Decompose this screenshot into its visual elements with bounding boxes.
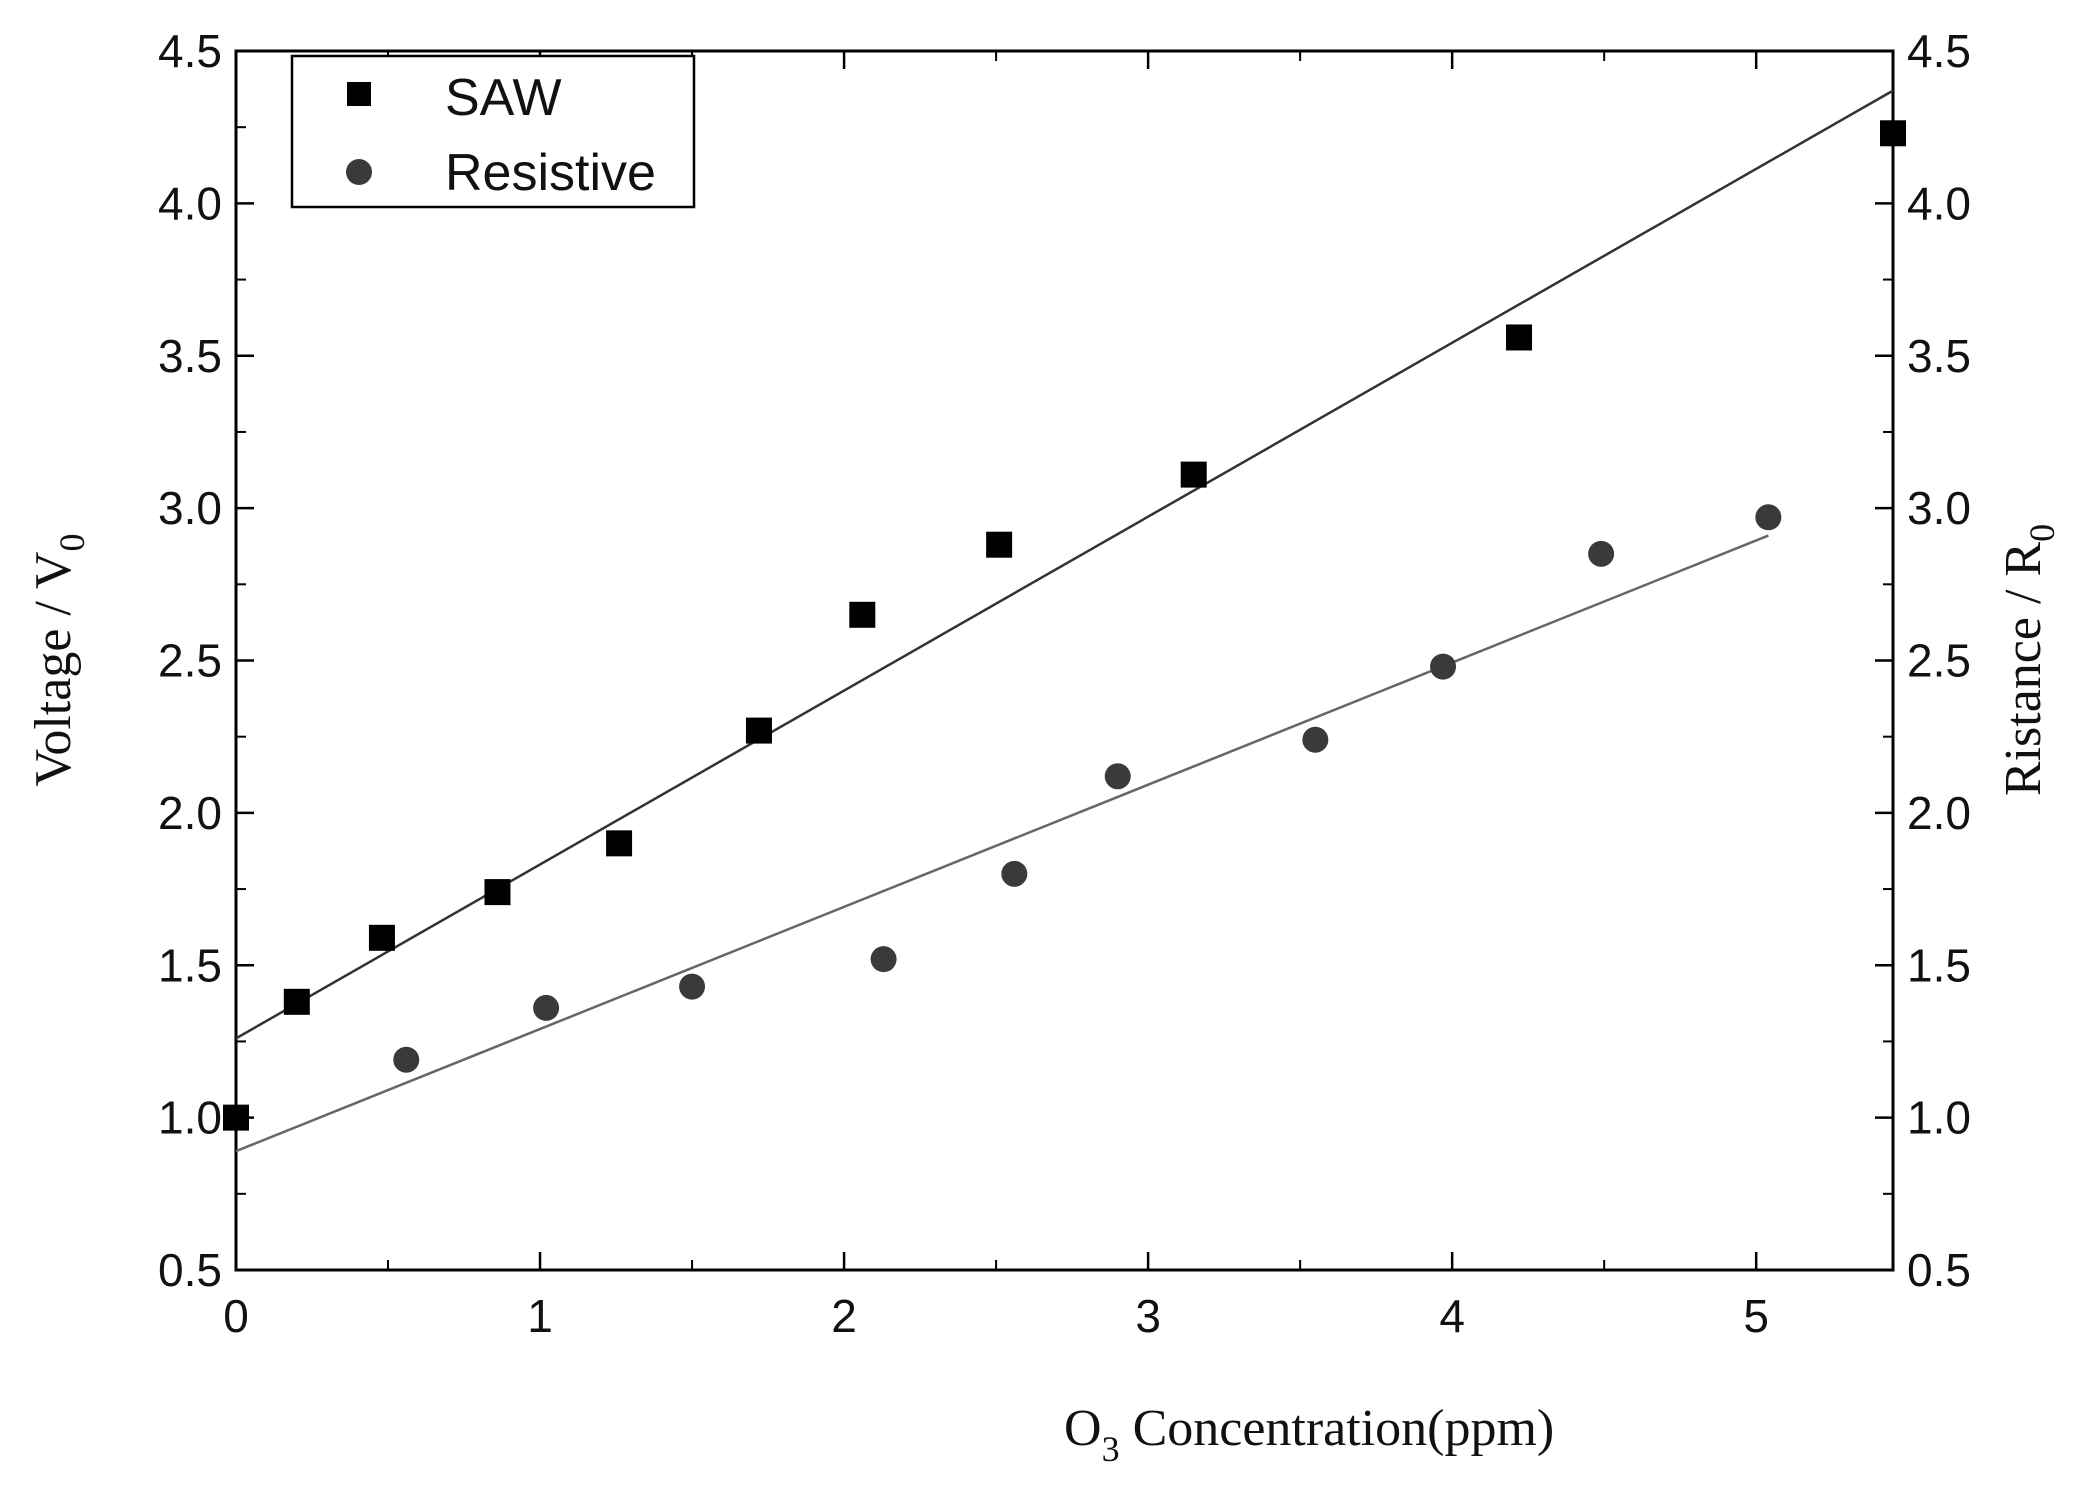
- x-tick-label: 0: [223, 1290, 249, 1342]
- point-resistive: [1001, 860, 1028, 887]
- point-saw: [745, 717, 772, 744]
- y-right-tick-label: 0.5: [1907, 1244, 1971, 1296]
- data-points: [223, 120, 1906, 1131]
- y-right-tick-label: 4.0: [1907, 177, 1971, 229]
- y-right-tick-label: 3.0: [1907, 482, 1971, 534]
- point-resistive: [870, 946, 897, 973]
- point-resistive: [679, 973, 706, 1000]
- y-right-tick-label: 1.5: [1907, 939, 1971, 991]
- y-left-tick-label: 4.0: [158, 177, 222, 229]
- point-saw: [1506, 324, 1533, 351]
- point-saw: [1180, 461, 1207, 488]
- point-saw: [606, 830, 633, 857]
- y-right-tick-label: 4.5: [1907, 25, 1971, 77]
- y-left-tick-label: 3.0: [158, 482, 222, 534]
- point-resistive: [1588, 540, 1615, 567]
- y-left-tick-label: 3.5: [158, 330, 222, 382]
- x-axis-title: O3 Concentration(ppm): [1064, 1400, 1554, 1469]
- x-tick-label: 5: [1743, 1290, 1769, 1342]
- fit-line-resistive: [235, 534, 1769, 1153]
- point-saw: [223, 1104, 249, 1131]
- x-tick-label: 1: [527, 1290, 553, 1342]
- fit-lines: [235, 89, 1894, 1153]
- point-saw: [484, 879, 511, 906]
- y-right-tick-label: 2.5: [1907, 635, 1971, 687]
- y-right-tick-label: 2.0: [1907, 787, 1971, 839]
- x-tick-label: 4: [1439, 1290, 1465, 1342]
- legend-saw-marker: [347, 82, 371, 106]
- y-right-tick-label: 3.5: [1907, 330, 1971, 382]
- point-resistive: [1430, 653, 1457, 680]
- y-left-tick-label: 2.0: [158, 787, 222, 839]
- legend-resistive-label: Resistive: [445, 144, 656, 202]
- y-right-tick-label: 1.0: [1907, 1092, 1971, 1144]
- legend-resistive-marker: [346, 159, 372, 185]
- legend: SAW Resistive: [290, 54, 696, 209]
- legend-saw-label: SAW: [445, 69, 562, 127]
- x-tick-label: 2: [831, 1290, 857, 1342]
- tick-labels: 0 1 2 3 4 5 0.5 0.5 1.0 1.0 1.5 1.5 2.0 2.0 2.5 2.5 3.0 3…: [158, 25, 1971, 1342]
- fit-line-saw: [235, 89, 1894, 1040]
- point-resistive: [1302, 726, 1329, 753]
- point-saw: [849, 601, 876, 628]
- y-left-tick-label: 4.5: [158, 25, 222, 77]
- y-left-tick-label: 1.0: [158, 1092, 222, 1144]
- point-resistive: [393, 1046, 420, 1073]
- y-left-tick-label: 1.5: [158, 939, 222, 991]
- point-saw: [1880, 120, 1906, 147]
- x-tick-label: 3: [1135, 1290, 1161, 1342]
- point-saw: [368, 924, 395, 951]
- y-axis-right-title: Ristance / R0: [1995, 524, 2062, 796]
- point-saw: [986, 531, 1013, 558]
- y-left-tick-label: 2.5: [158, 635, 222, 687]
- point-resistive: [533, 994, 560, 1021]
- point-resistive: [1104, 763, 1131, 790]
- y-axis-left-title: Voltage / V0: [25, 534, 92, 787]
- point-resistive: [1755, 504, 1782, 531]
- point-saw: [283, 988, 310, 1015]
- y-left-tick-label: 0.5: [158, 1244, 222, 1296]
